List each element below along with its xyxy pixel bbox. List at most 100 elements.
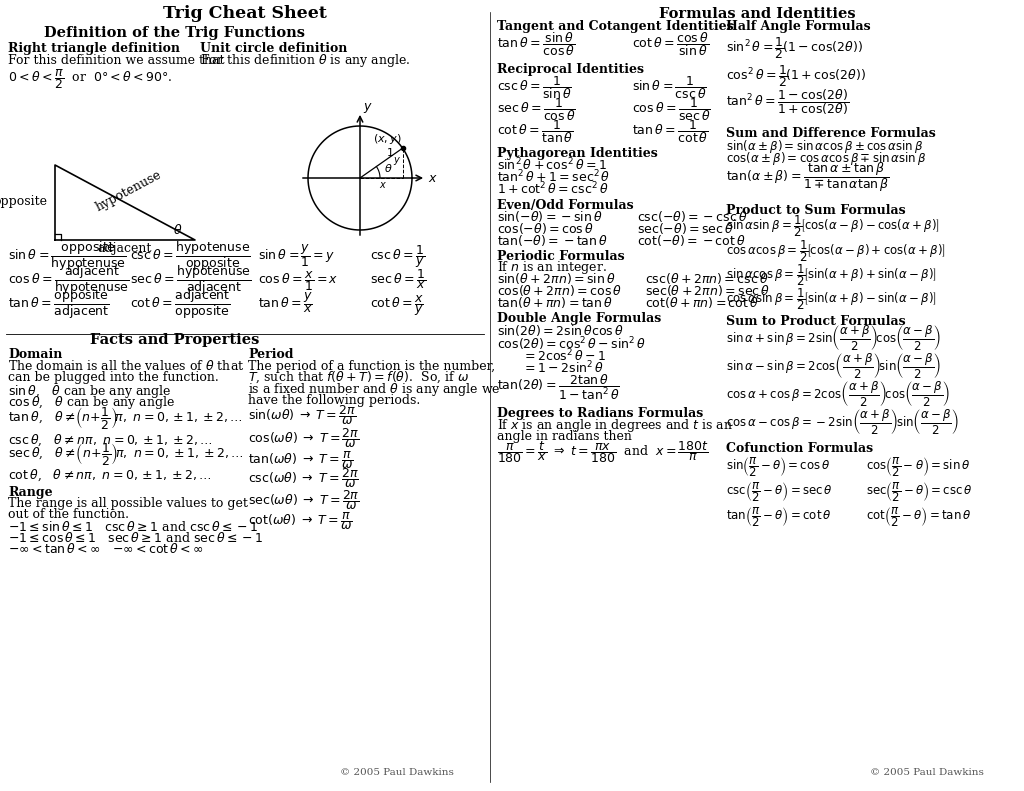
Text: © 2005 Paul Dawkins: © 2005 Paul Dawkins [870,768,984,777]
Text: $\sin\alpha\cos\beta=\dfrac{1}{2}\!\left[\sin(\alpha+\beta)+\sin(\alpha-\beta)\r: $\sin\alpha\cos\beta=\dfrac{1}{2}\!\left… [726,263,937,288]
Text: $\sec(\omega\theta)\;\rightarrow\;T=\dfrac{2\pi}{\omega}$: $\sec(\omega\theta)\;\rightarrow\;T=\dfr… [248,488,359,513]
Text: Sum to Product Formulas: Sum to Product Formulas [726,315,905,328]
Text: $\tan(\theta+\pi n)=\tan\theta$: $\tan(\theta+\pi n)=\tan\theta$ [497,295,613,310]
Text: $\cos\theta=\dfrac{1}{\sec\theta}$: $\cos\theta=\dfrac{1}{\sec\theta}$ [632,97,711,123]
Text: $\sec(\theta+2\pi n)=\sec\theta$: $\sec(\theta+2\pi n)=\sec\theta$ [645,283,770,298]
Text: $\tan\theta=\dfrac{\sin\theta}{\cos\theta}$: $\tan\theta=\dfrac{\sin\theta}{\cos\thet… [497,30,575,59]
Text: For this definition $\theta$ is any angle.: For this definition $\theta$ is any angl… [200,52,411,69]
Text: $\csc(\omega\theta)\;\rightarrow\;T=\dfrac{2\pi}{\omega}$: $\csc(\omega\theta)\;\rightarrow\;T=\dfr… [248,467,358,490]
Text: $\cos(\omega\theta)\;\rightarrow\;T=\dfrac{2\pi}{\omega}$: $\cos(\omega\theta)\;\rightarrow\;T=\dfr… [248,426,359,450]
Text: $\csc(-\theta)=-\csc\theta$: $\csc(-\theta)=-\csc\theta$ [637,209,748,224]
Text: $\sin(\theta+2\pi n)=\sin\theta$: $\sin(\theta+2\pi n)=\sin\theta$ [497,271,615,286]
Text: Cofunction Formulas: Cofunction Formulas [726,442,873,455]
Text: $\cos\!\left(\dfrac{\pi}{2}-\theta\right)=\sin\theta$: $\cos\!\left(\dfrac{\pi}{2}-\theta\right… [866,456,971,479]
Text: $\csc\theta=\dfrac{\mathrm{hypotenuse}}{\mathrm{opposite}}$: $\csc\theta=\dfrac{\mathrm{hypotenuse}}{… [130,240,251,274]
Text: $\sin\!\left(\dfrac{\pi}{2}-\theta\right)=\cos\theta$: $\sin\!\left(\dfrac{\pi}{2}-\theta\right… [726,456,830,479]
Text: $\cos\alpha\sin\beta=\dfrac{1}{2}\!\left[\sin(\alpha+\beta)-\sin(\alpha-\beta)\r: $\cos\alpha\sin\beta=\dfrac{1}{2}\!\left… [726,286,937,312]
Text: $\tan\theta$,   $\theta\neq\!\left(n\!+\!\dfrac{1}{2}\right)\!\pi,\ n=0,\pm1,\pm: $\tan\theta$, $\theta\neq\!\left(n\!+\!\… [8,405,243,431]
Text: Unit circle definition: Unit circle definition [200,42,347,55]
Text: $\sin^2\theta=\dfrac{1}{2}\!\left(1-\cos(2\theta)\right)$: $\sin^2\theta=\dfrac{1}{2}\!\left(1-\cos… [726,36,863,62]
Text: $x$: $x$ [379,180,387,190]
Text: Product to Sum Formulas: Product to Sum Formulas [726,204,905,217]
Text: $0<\theta<\dfrac{\pi}{2}$  or  $0°<\theta<90°$.: $0<\theta<\dfrac{\pi}{2}$ or $0°<\theta<… [8,67,173,91]
Text: $y$: $y$ [392,155,400,167]
Text: $\tan\theta=\dfrac{1}{\cot\theta}$: $\tan\theta=\dfrac{1}{\cot\theta}$ [632,119,709,146]
Text: $\csc\!\left(\dfrac{\pi}{2}-\theta\right)=\sec\theta$: $\csc\!\left(\dfrac{\pi}{2}-\theta\right… [726,480,833,504]
Text: Double Angle Formulas: Double Angle Formulas [497,312,662,325]
Text: $\sin\theta=\dfrac{y}{1}=y$: $\sin\theta=\dfrac{y}{1}=y$ [258,242,335,270]
Text: $\tan^2\theta=\dfrac{1-\cos(2\theta)}{1+\cos(2\theta)}$: $\tan^2\theta=\dfrac{1-\cos(2\theta)}{1+… [726,88,849,117]
Text: Tangent and Cotangent Identities: Tangent and Cotangent Identities [497,20,733,33]
Text: $\dfrac{\pi}{180}=\dfrac{t}{x}\ \Rightarrow\ t=\dfrac{\pi x}{180}$  and  $x=\dfr: $\dfrac{\pi}{180}=\dfrac{t}{x}\ \Rightar… [497,440,710,465]
Text: Definition of the Trig Functions: Definition of the Trig Functions [44,26,305,40]
Text: $\cot(\theta+\pi n)=\cot\theta$: $\cot(\theta+\pi n)=\cot\theta$ [645,295,759,310]
Text: Trig Cheat Sheet: Trig Cheat Sheet [163,5,327,22]
Text: $\tan(\omega\theta)\;\rightarrow\;T=\dfrac{\pi}{\omega}$: $\tan(\omega\theta)\;\rightarrow\;T=\dfr… [248,449,354,471]
Text: $\sin\alpha+\sin\beta=2\sin\!\left(\dfrac{\alpha+\beta}{2}\right)\!\cos\!\left(\: $\sin\alpha+\sin\beta=2\sin\!\left(\dfra… [726,324,941,354]
Text: The range is all possible values to get: The range is all possible values to get [8,497,248,510]
Text: $=2\cos^2\theta-1$: $=2\cos^2\theta-1$ [522,347,606,364]
Text: $(x, y)$: $(x, y)$ [373,132,401,146]
Text: $\sec\theta=\dfrac{\mathrm{hypotenuse}}{\mathrm{adjacent}}$: $\sec\theta=\dfrac{\mathrm{hypotenuse}}{… [130,263,252,297]
Text: $\sin^2\theta+\cos^2\theta=1$: $\sin^2\theta+\cos^2\theta=1$ [497,157,607,173]
Text: $\csc\theta=\dfrac{1}{y}$: $\csc\theta=\dfrac{1}{y}$ [370,244,425,271]
Text: Domain: Domain [8,348,62,361]
Text: hypotenuse: hypotenuse [93,168,164,214]
Text: $\sec(-\theta)=\sec\theta$: $\sec(-\theta)=\sec\theta$ [637,221,734,236]
Text: adjacent: adjacent [98,242,153,255]
Text: Facts and Properties: Facts and Properties [90,333,260,347]
Text: © 2005 Paul Dawkins: © 2005 Paul Dawkins [340,768,454,777]
Text: $\tan(2\theta)=\dfrac{2\tan\theta}{1-\tan^2\theta}$: $\tan(2\theta)=\dfrac{2\tan\theta}{1-\ta… [497,373,620,402]
Text: $1+\cot^2\theta=\csc^2\theta$: $1+\cot^2\theta=\csc^2\theta$ [497,180,608,197]
Text: $-1\leq\sin\theta\leq1$   $\csc\theta\geq1$ and $\csc\theta\leq-1$: $-1\leq\sin\theta\leq1$ $\csc\theta\geq1… [8,520,259,534]
Text: $\cot\theta$,   $\theta\neq n\pi,\ n=0,\pm1,\pm2,\ldots$: $\cot\theta$, $\theta\neq n\pi,\ n=0,\pm… [8,467,212,483]
Text: $\cos(2\theta)=\cos^2\theta-\sin^2\theta$: $\cos(2\theta)=\cos^2\theta-\sin^2\theta… [497,335,646,353]
Text: Half Angle Formulas: Half Angle Formulas [726,20,870,33]
Text: $\cot\theta=\dfrac{1}{\tan\theta}$: $\cot\theta=\dfrac{1}{\tan\theta}$ [497,119,573,146]
Text: $\cos\alpha-\cos\beta=-2\sin\!\left(\dfrac{\alpha+\beta}{2}\right)\!\sin\!\left(: $\cos\alpha-\cos\beta=-2\sin\!\left(\dfr… [726,408,958,437]
Text: If $n$ is an integer.: If $n$ is an integer. [497,259,607,276]
Text: $\sin\theta$,   $\theta$ can be any angle: $\sin\theta$, $\theta$ can be any angle [8,383,172,400]
Text: $\sin\theta=\dfrac{\mathrm{opposite}}{\mathrm{hypotenuse}}$: $\sin\theta=\dfrac{\mathrm{opposite}}{\m… [8,240,127,274]
Text: $\cot\!\left(\dfrac{\pi}{2}-\theta\right)=\tan\theta$: $\cot\!\left(\dfrac{\pi}{2}-\theta\right… [866,505,972,529]
Text: $\tan\theta=\dfrac{\mathrm{opposite}}{\mathrm{adjacent}}$: $\tan\theta=\dfrac{\mathrm{opposite}}{\m… [8,287,110,321]
Text: $\sin\alpha-\sin\beta=2\cos\!\left(\dfrac{\alpha+\beta}{2}\right)\!\sin\!\left(\: $\sin\alpha-\sin\beta=2\cos\!\left(\dfra… [726,352,941,381]
Text: Formulas and Identities: Formulas and Identities [658,7,855,21]
Text: $\cos^2\theta=\dfrac{1}{2}\!\left(1+\cos(2\theta)\right)$: $\cos^2\theta=\dfrac{1}{2}\!\left(1+\cos… [726,63,866,89]
Text: $y$: $y$ [362,101,373,115]
Text: have the following periods.: have the following periods. [248,394,420,407]
Text: Range: Range [8,486,52,499]
Text: $\sec\theta=\dfrac{1}{x}$: $\sec\theta=\dfrac{1}{x}$ [370,267,426,291]
Text: $\sin(\omega\theta)\;\rightarrow\;T=\dfrac{2\pi}{\omega}$: $\sin(\omega\theta)\;\rightarrow\;T=\dfr… [248,403,356,427]
Text: $\theta$: $\theta$ [173,223,182,237]
Text: $\cos\theta=\dfrac{\mathrm{adjacent}}{\mathrm{hypotenuse}}$: $\cos\theta=\dfrac{\mathrm{adjacent}}{\m… [8,263,130,297]
Text: $\cos(\alpha\pm\beta)=\cos\alpha\cos\beta\mp\sin\alpha\sin\beta$: $\cos(\alpha\pm\beta)=\cos\alpha\cos\bet… [726,150,927,167]
Text: $\cot\theta=\dfrac{x}{y}$: $\cot\theta=\dfrac{x}{y}$ [370,293,424,318]
Text: $\cos\alpha\cos\beta=\dfrac{1}{2}\!\left[\cos(\alpha-\beta)+\cos(\alpha+\beta)\r: $\cos\alpha\cos\beta=\dfrac{1}{2}\!\left… [726,239,946,264]
Text: $\tan(\alpha\pm\beta)=\dfrac{\tan\alpha\pm\tan\beta}{1\mp\tan\alpha\tan\beta}$: $\tan(\alpha\pm\beta)=\dfrac{\tan\alpha\… [726,161,890,195]
Text: $\tan\!\left(\dfrac{\pi}{2}-\theta\right)=\cot\theta$: $\tan\!\left(\dfrac{\pi}{2}-\theta\right… [726,505,831,529]
Text: Even/Odd Formulas: Even/Odd Formulas [497,199,634,212]
Text: $-1\leq\cos\theta\leq1$   $\sec\theta\geq1$ and $\sec\theta\leq-1$: $-1\leq\cos\theta\leq1$ $\sec\theta\geq1… [8,531,263,545]
Text: $\csc\theta=\dfrac{1}{\sin\theta}$: $\csc\theta=\dfrac{1}{\sin\theta}$ [497,74,571,101]
Text: Degrees to Radians Formulas: Degrees to Radians Formulas [497,407,703,420]
Text: is a fixed number and $\theta$ is any angle we: is a fixed number and $\theta$ is any an… [248,381,501,398]
Text: $\tan^2\theta+1=\sec^2\theta$: $\tan^2\theta+1=\sec^2\theta$ [497,168,610,185]
Text: Sum and Difference Formulas: Sum and Difference Formulas [726,127,936,140]
Text: $\tan\theta=\dfrac{y}{x}$: $\tan\theta=\dfrac{y}{x}$ [258,290,313,316]
Text: $\csc(\theta+2\pi n)=\csc\theta$: $\csc(\theta+2\pi n)=\csc\theta$ [645,271,768,286]
Text: The period of a function is the number,: The period of a function is the number, [248,360,496,373]
Text: $\sin\theta=\dfrac{1}{\csc\theta}$: $\sin\theta=\dfrac{1}{\csc\theta}$ [632,74,707,101]
Text: $1$: $1$ [386,146,394,158]
Text: $T$, such that $f(\theta+T)=f(\theta)$.  So, if $\omega$: $T$, such that $f(\theta+T)=f(\theta)$. … [248,369,469,385]
Text: $x$: $x$ [428,172,438,185]
Text: out of the function.: out of the function. [8,508,129,521]
Text: $\theta$: $\theta$ [384,162,392,174]
Text: $\sec\theta$,   $\theta\neq\!\left(n\!+\!\dfrac{1}{2}\right)\!\pi,\ n=0,\pm1,\pm: $\sec\theta$, $\theta\neq\!\left(n\!+\!\… [8,441,244,467]
Text: Period: Period [248,348,294,361]
Text: opposite: opposite [0,195,47,209]
Text: angle in radians then: angle in radians then [497,430,632,443]
Text: $\sin(\alpha\pm\beta)=\sin\alpha\cos\beta\pm\cos\alpha\sin\beta$: $\sin(\alpha\pm\beta)=\sin\alpha\cos\bet… [726,138,924,155]
Text: $\sin\alpha\sin\beta=\dfrac{1}{2}\!\left[\cos(\alpha-\beta)-\cos(\alpha+\beta)\r: $\sin\alpha\sin\beta=\dfrac{1}{2}\!\left… [726,214,940,239]
Text: Right triangle definition: Right triangle definition [8,42,180,55]
